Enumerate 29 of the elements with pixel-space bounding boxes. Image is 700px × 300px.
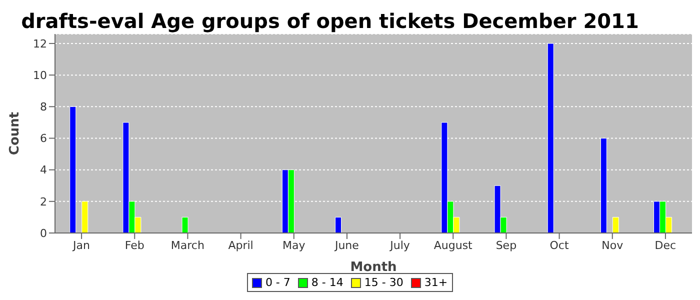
bar xyxy=(612,216,619,233)
chart-title: drafts-eval Age groups of open tickets December 2011 xyxy=(20,8,640,34)
legend-label: 15 - 30 xyxy=(363,276,404,289)
y-tick-label: 8 xyxy=(40,100,47,114)
y-axis-title: Count xyxy=(8,112,23,156)
y-tick-label: 2 xyxy=(40,195,47,208)
bar xyxy=(335,216,342,233)
x-tick-label: July xyxy=(389,238,410,252)
x-tick-label: April xyxy=(228,238,254,252)
legend-label: 8 - 14 xyxy=(310,276,344,289)
legend-label: 0 - 7 xyxy=(264,276,290,289)
x-tick-label: Dec xyxy=(654,238,676,252)
x-tick-label: Sep xyxy=(496,238,517,252)
legend-label: 31+ xyxy=(423,276,448,289)
x-tick-label: May xyxy=(282,238,306,252)
x-tick-label: Oct xyxy=(550,238,570,252)
y-tick-label: 10 xyxy=(33,68,47,82)
y-tick-label: 12 xyxy=(33,37,47,50)
x-tick-label: June xyxy=(334,238,360,252)
y-tick-label: 4 xyxy=(40,164,47,177)
x-tick-label: Jan xyxy=(72,238,90,252)
y-tick-label: 6 xyxy=(40,132,47,146)
x-tick-label: Feb xyxy=(124,238,144,252)
x-axis-title: Month xyxy=(350,260,397,275)
x-tick-label: Nov xyxy=(602,238,624,252)
x-tick-label: March xyxy=(170,238,204,252)
bar xyxy=(182,216,188,233)
y-tick-label: 0 xyxy=(40,226,47,240)
x-tick-label: August xyxy=(434,238,474,252)
